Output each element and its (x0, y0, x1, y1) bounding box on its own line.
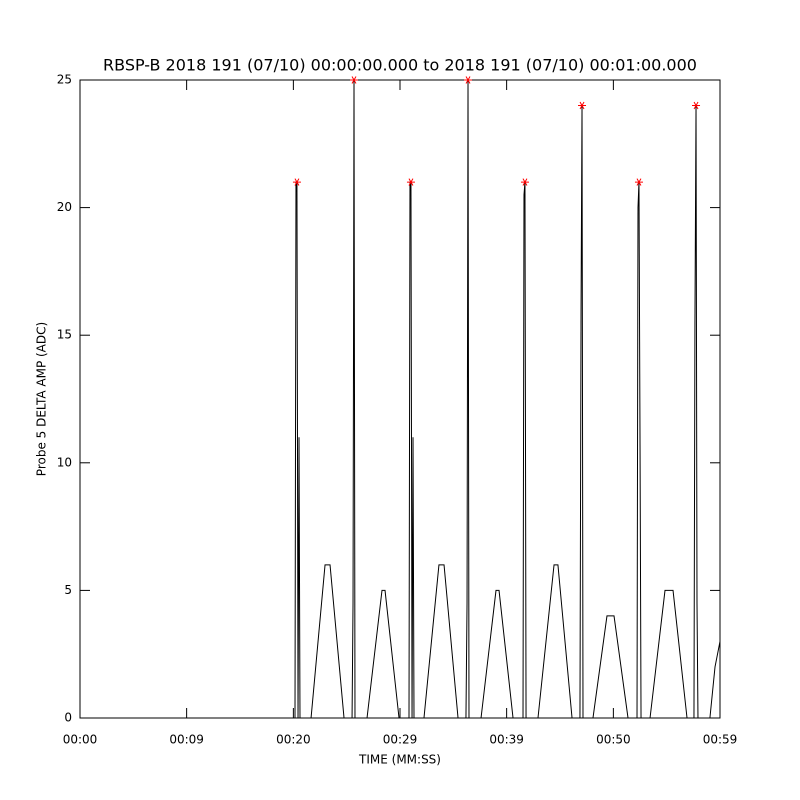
chart-title: RBSP-B 2018 191 (07/10) 00:00:00.000 to … (103, 56, 697, 75)
marker (292, 178, 301, 186)
y-tick-label: 15 (57, 328, 72, 342)
x-tick-label: 00:29 (383, 733, 418, 747)
marker (634, 178, 643, 186)
x-tick-label: 00:00 (63, 733, 98, 747)
y-tick-label: 25 (57, 73, 72, 87)
marker (692, 101, 701, 110)
y-axis-label: Probe 5 DELTA AMP (ADC) (35, 322, 49, 476)
marker (406, 178, 415, 186)
data-line (80, 79, 721, 719)
y-tick-label: 20 (57, 200, 72, 214)
x-tick-label: 00:39 (489, 733, 524, 747)
y-tick-label: 0 (64, 711, 72, 725)
marker (520, 178, 529, 186)
y-tick-label: 5 (64, 583, 72, 597)
x-tick-label: 00:09 (169, 733, 204, 747)
x-tick-label: 00:59 (703, 733, 738, 747)
marker (350, 76, 359, 84)
y-tick-label: 10 (57, 455, 72, 469)
marker (464, 76, 473, 84)
x-tick-label: 00:50 (596, 733, 631, 747)
marker (578, 101, 587, 110)
x-tick-label: 00:20 (276, 733, 311, 747)
x-axis-label: TIME (MM:SS) (358, 753, 441, 767)
